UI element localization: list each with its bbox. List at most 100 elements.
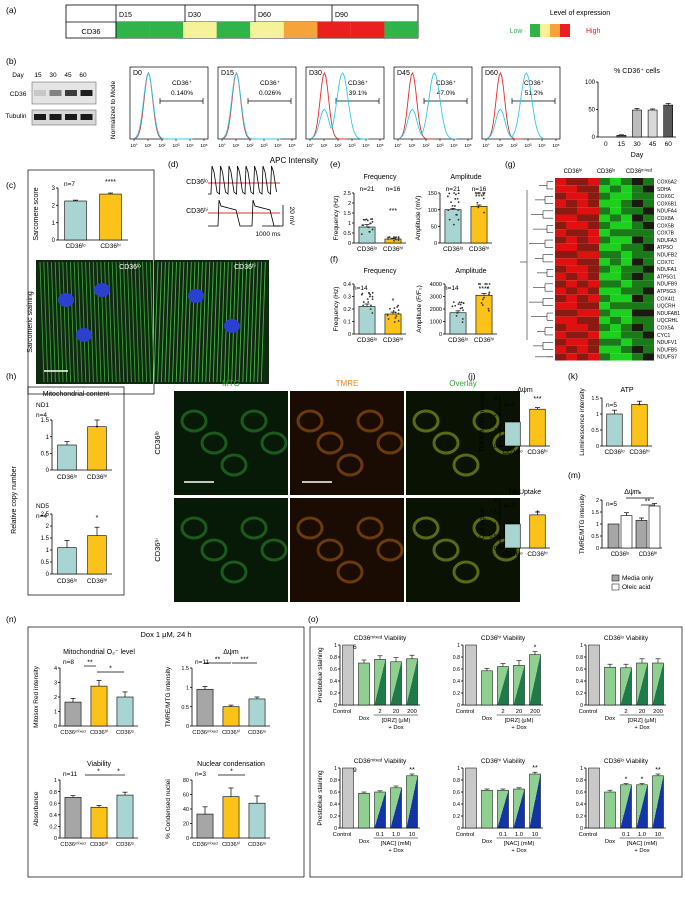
staining-label: Sarcomeric staining [27,291,34,353]
blot-tubulin [31,109,97,126]
flow-day: D60 [485,70,498,77]
significance-stars: * [625,777,628,784]
chart-title: CD36ᵐⁱˣᵉᵈ Viability [354,634,407,642]
heatmap-gene-label: NDUFB9 [657,282,677,288]
heatmap-cell [610,214,621,222]
bar [470,206,488,244]
sarcomere-striation [179,261,185,383]
heatmap-cell [555,243,566,251]
y-tick-label: 2 [348,201,351,207]
heatmap-cell [566,236,577,244]
heatmap-cell [643,345,654,354]
data-point [360,293,363,296]
panel-o-frame [309,626,683,878]
data-point [397,312,400,315]
chart-title: CD36ʰⁱ Viability [481,757,526,765]
panel-label-j: (j) [468,371,476,381]
bar [616,135,627,138]
heatmap-cell [610,243,621,251]
data-point [478,192,481,194]
significance-stars: * [641,777,644,784]
heatmap-cell [643,236,654,244]
flow-gate-label: CD36⁺ [348,80,369,87]
sarcomere-striation [257,261,263,383]
y-tick-label: 1.5 [181,666,189,672]
y-tick-label: 0 [596,546,599,552]
y-tick-label: 0 [54,836,57,842]
flow-gate-pct: 47.0% [437,90,456,97]
heatmap-cell [555,258,566,266]
y-tick-label: 0.5 [591,428,599,434]
y-tick-label: 1.5 [343,211,351,217]
category-label: CD36ᵐⁱˣᵉᵈ [60,728,85,736]
heatmap-cell [643,353,654,361]
y-tick-label: 0 [596,444,599,450]
heatmap-cell [610,251,621,259]
heatmap-gene-label: NDUFB5 [657,347,677,353]
bar [513,665,525,706]
category-label: CD36ʰⁱ [383,245,403,253]
heatmap-cell [566,178,577,186]
trace-label: CD36ˡᵒ [186,179,208,186]
y-tick-label: 2.5 [343,191,351,197]
flow-day: D30 [309,70,322,77]
category-label: CD36ˡᵒ [443,246,464,253]
category-label: CD36ʰⁱ [629,448,649,456]
bar [663,104,674,138]
western-row-label: Tubulin [5,113,26,120]
heatmap-cell [610,207,621,215]
category-label: CD36ˡᵒ [611,551,630,558]
data-point [457,303,460,306]
bar [465,644,477,706]
heatmap-cell [577,185,588,193]
data-point [397,304,400,307]
data-point [393,307,396,310]
y-tick-label: 0.4 [330,802,337,808]
row-label: CD36ˡᵒ [153,431,162,454]
heatmap-cell [599,221,610,230]
flow-x-tick-label: 10⁴ [450,143,457,149]
heatmap-cell [610,331,621,339]
sarcomere-striation [39,261,45,383]
sarcomere-striation [81,261,87,383]
heatmap-cell [643,185,654,193]
n-label: n=16 [386,186,401,193]
heatmap-cell [577,265,588,273]
category-label: 2 [378,709,381,715]
heatmap-cell [555,214,566,222]
legend-swatch [611,574,620,582]
western-day: 60 [79,72,87,79]
category-label: CD36ʰⁱ [87,577,107,585]
flow-x-tick-label: 10³ [437,143,444,149]
heatmap-cell [610,236,621,244]
category-label: CD36ᵐⁱˣᵉᵈ [60,840,85,848]
data-point [459,307,462,310]
flow-ylabel: Normalized to Mode [110,81,117,140]
heatmap-gene-label: CYC1 [657,333,671,339]
heatmap-cell [599,185,610,193]
category-label: 60 [665,141,673,148]
y-tick-label: 0.3 [343,295,351,301]
legend-low: Low [510,28,524,35]
bar [116,794,134,839]
cell-outline [200,538,228,562]
flow-frame [393,66,473,140]
expression-cell [183,22,217,38]
category-label: Dox [359,839,369,845]
bar [497,789,509,829]
flow-xlabel: APC Intensity [270,156,318,165]
flow-x-tick-label: 10⁴ [186,143,193,149]
cell-outline [432,431,460,455]
ap-trace-lo [208,165,277,195]
micrograph [174,391,288,495]
flow-x-tick-label: 10° [394,143,401,149]
bar [604,791,616,829]
data-point [488,309,490,312]
data-point [448,218,451,221]
flow-x-tick-label: 10⁴ [538,143,545,149]
data-point [367,226,370,229]
panel-label-e: (e) [330,159,341,169]
y-axis-label: C16 signal [479,508,486,539]
n-label: n=4 [36,412,47,419]
flow-x-tick-label: 10¹ [409,143,416,149]
